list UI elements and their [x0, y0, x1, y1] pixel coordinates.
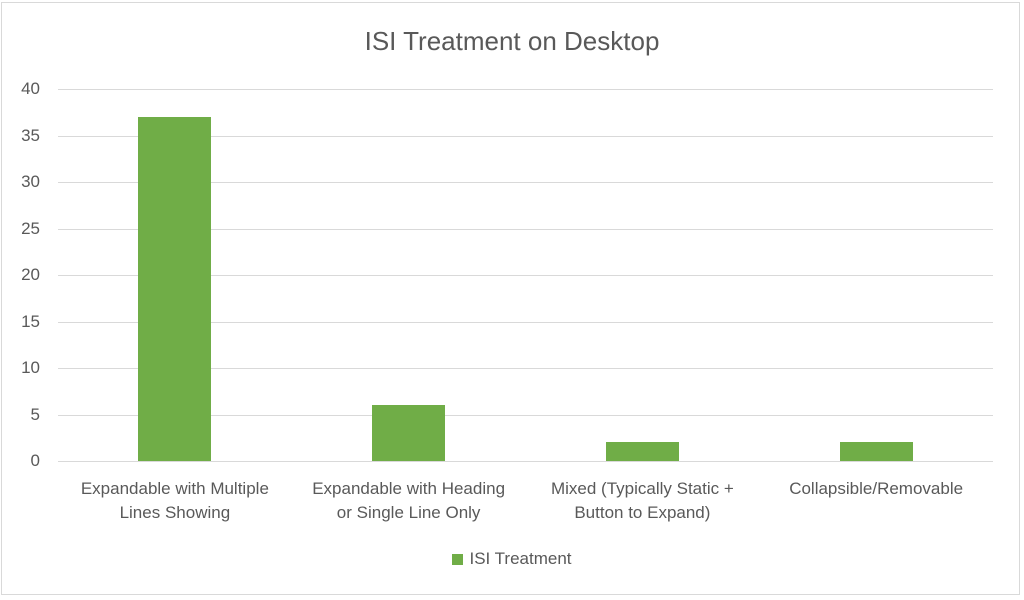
y-tick-label: 0 — [30, 451, 40, 470]
bar — [372, 405, 446, 461]
gridline — [58, 414, 993, 416]
x-tick-label: Expandable with Heading or Single Line On… — [282, 477, 536, 525]
gridline — [58, 228, 993, 230]
plot-area — [58, 89, 993, 462]
legend-swatch-icon — [452, 553, 464, 565]
gridline — [58, 89, 993, 90]
bar — [605, 442, 679, 461]
gridline — [58, 461, 993, 462]
gridline — [58, 135, 993, 137]
y-tick-label: 5 — [30, 404, 40, 424]
y-tick-label: 35 — [21, 125, 40, 145]
legend-label: ISI Treatment — [469, 549, 572, 568]
gridline — [58, 321, 993, 323]
legend: ISI Treatment — [0, 549, 1024, 569]
x-tick-label-line — [749, 501, 1003, 525]
y-tick-label: 30 — [21, 172, 40, 191]
x-tick-label-line: Mixed (Typically Static + — [550, 479, 734, 498]
gridline — [58, 275, 993, 276]
x-tick-label: Collapsible/Removable — [749, 477, 1003, 525]
gridline — [58, 182, 993, 183]
bar — [839, 442, 913, 461]
gridline — [58, 368, 993, 369]
y-tick-label: 10 — [21, 358, 40, 377]
x-tick-label-line: Collapsible/Removable — [789, 479, 964, 498]
y-tick-label: 40 — [21, 79, 40, 98]
chart-title: ISI Treatment on Desktop — [364, 26, 660, 56]
y-tick-label: 20 — [21, 265, 40, 284]
x-tick-label: Expandable with Multiple Lines Showing — [48, 477, 302, 525]
y-tick-label: 15 — [21, 311, 40, 331]
x-tick-label-line: or Single Line Only — [336, 503, 481, 522]
x-tick-label-line: Expandable with Multiple — [80, 479, 269, 498]
x-tick-label-line: Button to Expand) — [574, 503, 711, 522]
x-tick-label-line: Expandable with Heading — [312, 479, 506, 498]
bar — [138, 116, 212, 461]
y-tick-label: 25 — [21, 218, 40, 238]
x-tick-label-line: Lines Showing — [119, 503, 231, 522]
x-tick-label: Mixed (Typically Static + Button to Expan… — [516, 477, 770, 525]
